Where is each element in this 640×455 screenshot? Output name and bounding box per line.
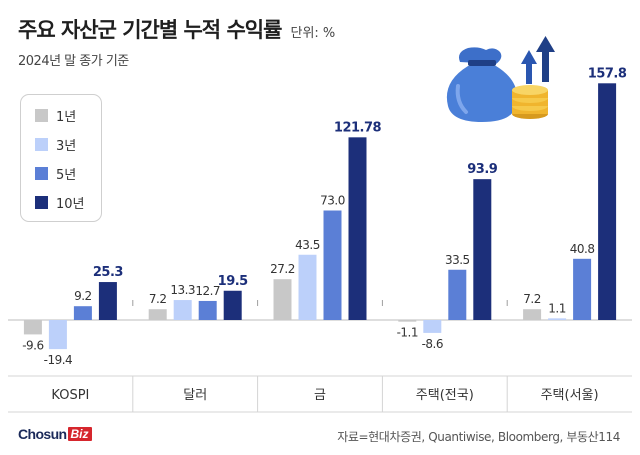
- data-label: -1.1: [397, 326, 418, 340]
- legend-label-10y: 10년: [56, 196, 85, 212]
- bar-3년: [173, 300, 192, 320]
- chart-title: 주요 자산군 기간별 누적 수익률: [18, 18, 282, 42]
- legend-swatch-10y: [35, 195, 48, 209]
- legend-swatch-5y: [35, 166, 48, 180]
- bar-3년: [548, 318, 567, 320]
- bar-10년: [223, 290, 242, 320]
- bar-5년: [448, 269, 467, 320]
- category-label: 주택(전국): [416, 388, 474, 403]
- bar-10년: [598, 83, 617, 320]
- bar-10년: [348, 137, 367, 320]
- category-label: 금: [314, 388, 326, 403]
- logo-biz-badge: Biz: [67, 427, 92, 441]
- data-label: 33.5: [445, 253, 470, 267]
- bar-10년: [98, 282, 117, 320]
- bar-1년: [273, 279, 292, 320]
- category-label: 달러: [183, 388, 207, 403]
- unit-label: 단위: %: [290, 26, 336, 41]
- legend-item-10y: 10년: [35, 192, 85, 212]
- data-label: 7.2: [523, 292, 541, 306]
- bar-3년: [423, 320, 442, 333]
- data-label: -19.4: [44, 353, 73, 367]
- data-label: 25.3: [93, 265, 124, 280]
- chosunbiz-logo: Chosun Biz: [18, 426, 92, 442]
- data-label: 27.2: [270, 262, 295, 276]
- legend-label-1y: 1년: [56, 109, 77, 125]
- data-label: 121.78: [334, 120, 382, 135]
- logo-main-text: Chosun: [18, 426, 67, 442]
- legend-item-5y: 5년: [35, 163, 76, 183]
- data-label: 157.8: [588, 66, 627, 81]
- data-label: 13.3: [170, 283, 195, 297]
- bar-1년: [523, 309, 542, 320]
- legend-label-3y: 3년: [56, 138, 77, 154]
- legend-label-5y: 5년: [56, 167, 77, 183]
- chart-subtitle: 2024년 말 종가 기준: [18, 54, 129, 69]
- data-label: -9.6: [22, 338, 43, 352]
- bar-5년: [198, 300, 217, 320]
- data-label: 12.7: [195, 284, 220, 298]
- money-bag-icon: [446, 36, 555, 122]
- data-label: 1.1: [548, 301, 566, 315]
- data-label: -8.6: [422, 337, 443, 351]
- legend-swatch-1y: [35, 108, 48, 122]
- bar-1년: [148, 309, 167, 320]
- bar-5년: [73, 306, 92, 320]
- bar-1년: [23, 320, 42, 335]
- data-label: 73.0: [320, 194, 345, 208]
- data-label: 9.2: [74, 289, 92, 303]
- data-label: 43.5: [295, 238, 320, 252]
- data-label: 19.5: [218, 274, 249, 289]
- bar-3년: [298, 254, 317, 320]
- bar-1년: [398, 320, 417, 322]
- bar-3년: [48, 320, 67, 350]
- category-label: KOSPI: [51, 388, 89, 403]
- data-label: 40.8: [570, 242, 595, 256]
- data-label: 7.2: [149, 292, 167, 306]
- category-label: 주택(서울): [541, 388, 599, 403]
- legend: 1년 3년 5년 10년: [20, 94, 102, 222]
- bar-10년: [473, 179, 492, 320]
- source-note: 자료=현대차증권, Quantiwise, Bloomberg, 부동산114: [337, 430, 620, 444]
- legend-item-3y: 3년: [35, 134, 76, 154]
- legend-swatch-3y: [35, 137, 48, 151]
- legend-item-1y: 1년: [35, 105, 76, 125]
- bar-5년: [323, 210, 342, 320]
- data-label: 93.9: [467, 162, 498, 177]
- title-row: 주요 자산군 기간별 누적 수익률 단위: %: [18, 14, 335, 44]
- bar-5년: [573, 258, 592, 320]
